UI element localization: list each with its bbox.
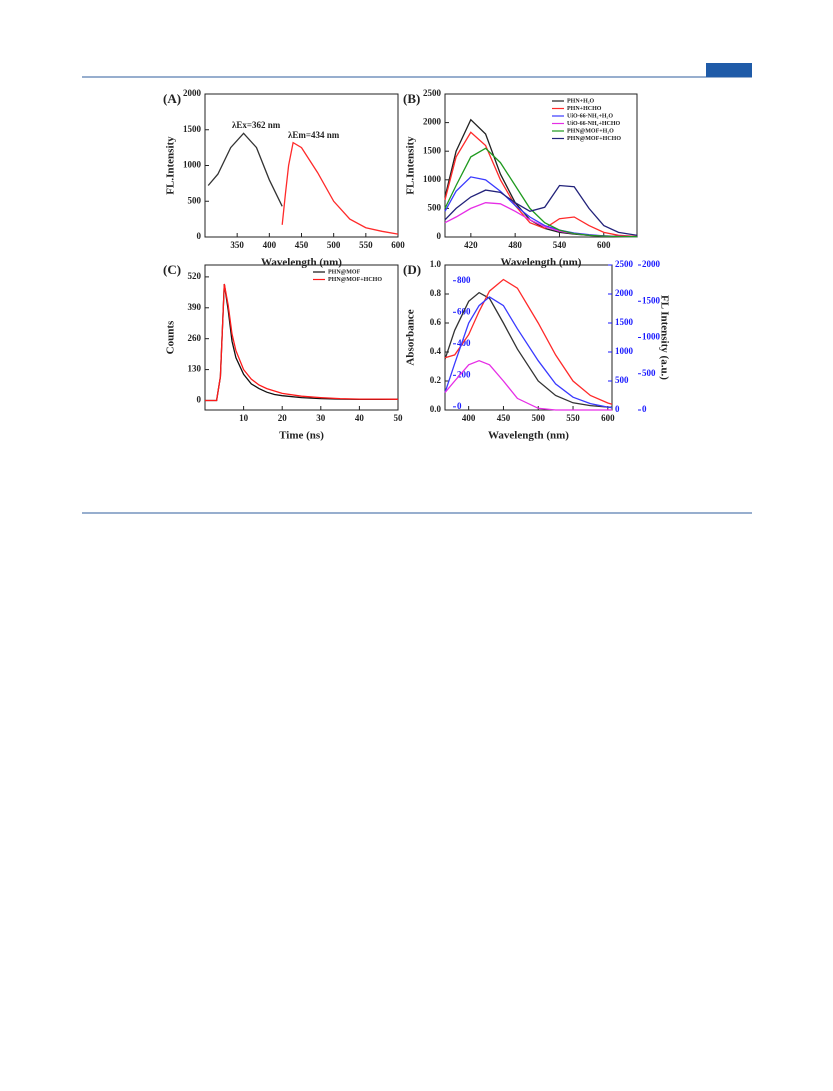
y2-tick-label: 2000 [615, 288, 634, 298]
y-tick-label: 2000 [183, 88, 202, 98]
y3-tick-label: 1000 [642, 332, 661, 342]
y2-tick-label: 500 [615, 375, 629, 385]
y-tick-label: 2000 [423, 117, 442, 127]
legend-entry: PHN@MOF [328, 269, 361, 275]
legend-entry: PHN@MOF+HCHO [567, 136, 621, 142]
y-axis-label: FL.Intensity [165, 136, 177, 195]
y-tick-label: 2500 [423, 88, 442, 98]
y-tick-label: 1000 [183, 160, 202, 170]
y-tick-label: 390 [188, 302, 202, 312]
y-tick-label: 0.6 [430, 317, 442, 327]
x-tick-label: 20 [278, 413, 288, 423]
x-tick-label: 400 [263, 240, 277, 250]
panel-title: (D) [403, 262, 421, 277]
y2-tick-label: 2500 [615, 259, 634, 269]
y-tick-label: 0 [197, 395, 202, 405]
y3-tick-label: 0 [642, 404, 647, 414]
header-tab [706, 63, 752, 77]
y2-tick-label: 0 [615, 404, 620, 414]
y-tick-label: 520 [188, 271, 202, 281]
panel-title: (C) [163, 262, 181, 277]
data-line [444, 131, 638, 238]
y-tick-label: 0.8 [430, 288, 442, 298]
x-tick-label: 600 [597, 240, 611, 250]
legend-entry: PHN+HCHO [567, 106, 602, 112]
y2-tick-label: 1500 [615, 317, 634, 327]
data-line [207, 132, 283, 207]
data-line [205, 283, 399, 402]
y-axis-label: FL.Intensity [405, 136, 417, 195]
x-tick-label: 480 [508, 240, 522, 250]
x-tick-label: 550 [566, 413, 580, 423]
y2-axis-label: FL Intensity (a.u.) [658, 295, 670, 380]
x-axis-label: Wavelength (nm) [488, 430, 569, 442]
x-tick-label: 550 [359, 240, 373, 250]
legend-entry: PHN@MOF+H₂O [567, 128, 614, 134]
x-tick-label: 600 [601, 413, 615, 423]
x-tick-label: 600 [391, 240, 405, 250]
x-tick-label: 40 [355, 413, 365, 423]
y2-tick-label: 1000 [615, 346, 634, 356]
y-tick-label: 0 [437, 231, 442, 241]
plot-frame [204, 264, 399, 411]
x-tick-label: 450 [295, 240, 309, 250]
x-tick-label: 450 [497, 413, 511, 423]
plot-frame [444, 93, 638, 238]
data-line [444, 296, 613, 409]
legend-entry: PHN+H₂O [567, 98, 595, 104]
data-line [281, 141, 399, 235]
y-tick-label: 0.2 [430, 375, 442, 385]
legend-entry: UiO-66-NH₂+H₂O [567, 113, 613, 119]
y-tick-label: 500 [428, 202, 442, 212]
x-tick-label: 50 [394, 413, 404, 423]
data-line [444, 360, 612, 411]
data-line [444, 184, 638, 236]
y-tick-label: 1500 [423, 145, 442, 155]
x-tick-label: 420 [464, 240, 478, 250]
x-axis-label: Time (ns) [279, 430, 324, 442]
x-tick-label: 500 [327, 240, 341, 250]
legend-entry: PHN@MOF+HCHO [328, 277, 382, 283]
y-tick-label: 500 [188, 195, 202, 205]
y4-tick-label: 400 [457, 338, 471, 348]
y-tick-label: 1.0 [430, 259, 442, 269]
legend-entry: UiO-66-NH₂+HCHO [567, 121, 621, 127]
x-axis-label: Wavelength (nm) [261, 257, 342, 269]
y-tick-label: 0.0 [430, 404, 442, 414]
x-tick-label: 400 [462, 413, 476, 423]
data-line [444, 291, 612, 408]
x-tick-label: 10 [239, 413, 249, 423]
y3-tick-label: 1500 [642, 295, 661, 305]
y4-tick-label: 800 [457, 275, 471, 285]
y3-tick-label: 500 [642, 368, 656, 378]
y-tick-label: 1500 [183, 124, 202, 134]
panel-title: (B) [403, 91, 420, 106]
y-axis-label: Counts [165, 320, 177, 354]
y-axis-label: Absorbance [405, 309, 417, 365]
y4-tick-label: 0 [457, 401, 462, 411]
y-tick-label: 0 [197, 231, 202, 241]
y3-tick-label: 2000 [642, 259, 661, 269]
x-axis-label: Wavelength (nm) [501, 257, 582, 269]
data-line [444, 278, 613, 405]
y4-tick-label: 200 [457, 369, 471, 379]
y-tick-label: 260 [188, 333, 202, 343]
x-tick-label: 350 [230, 240, 244, 250]
x-tick-label: 540 [553, 240, 567, 250]
plot-frame [444, 264, 613, 411]
x-tick-label: 500 [531, 413, 545, 423]
y-tick-label: 1000 [423, 174, 442, 184]
y-tick-label: 0.4 [430, 346, 442, 356]
y-tick-label: 130 [188, 364, 202, 374]
annotation: λEx=362 nm [232, 120, 281, 130]
x-tick-label: 30 [316, 413, 326, 423]
panel-title: (A) [163, 91, 181, 106]
annotation: λEm=434 nm [288, 130, 340, 140]
data-line [444, 147, 638, 238]
